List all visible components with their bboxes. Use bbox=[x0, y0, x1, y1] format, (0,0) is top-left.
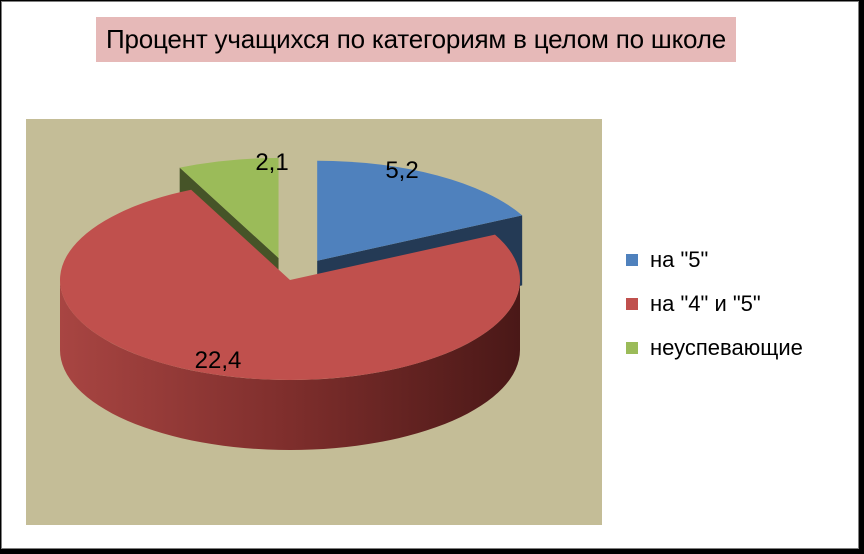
legend-label-3: неуспевающие bbox=[650, 335, 803, 360]
pie-tops bbox=[59, 157, 523, 380]
data-label-2: 22,4 bbox=[195, 347, 242, 374]
legend-item-2: на "4" и "5" bbox=[626, 282, 803, 326]
chart-title: Процент учащихся по категориям в целом п… bbox=[96, 17, 736, 62]
legend-label-2: на "4" и "5" bbox=[650, 291, 761, 316]
slice-outer-side-2 bbox=[60, 280, 520, 450]
slice-side-2 bbox=[60, 280, 520, 450]
legend-item-1: на "5" bbox=[626, 238, 803, 282]
slice-top-3 bbox=[179, 157, 279, 258]
legend: на "5" на "4" и "5" неуспевающие bbox=[626, 238, 803, 370]
pie-labels: 5,2 22,4 2,1 bbox=[195, 149, 419, 374]
legend-swatch-2 bbox=[626, 298, 638, 310]
legend-label-1: на "5" bbox=[650, 247, 709, 272]
slice-top-1 bbox=[317, 160, 523, 261]
legend-item-3: неуспевающие bbox=[626, 326, 803, 370]
slice-top-2 bbox=[59, 189, 520, 380]
data-label-1: 5,2 bbox=[385, 157, 418, 184]
legend-swatch-3 bbox=[626, 342, 638, 354]
data-label-3: 2,1 bbox=[255, 149, 288, 176]
legend-swatch-1 bbox=[626, 254, 638, 266]
